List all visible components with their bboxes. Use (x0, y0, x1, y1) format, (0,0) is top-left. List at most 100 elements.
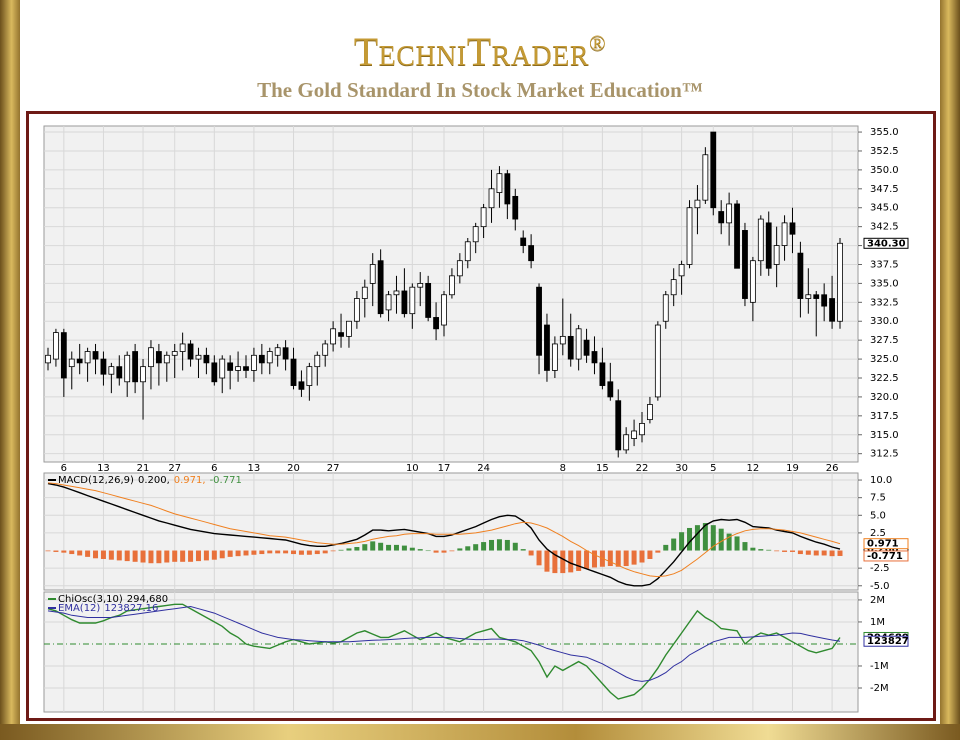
histogram-bar (774, 550, 780, 552)
legend-name: EMA(12) (58, 603, 100, 614)
candle-body (686, 207, 693, 265)
y-tick-label: 352.5 (870, 146, 899, 157)
value-tag-label: 123827 (867, 636, 909, 647)
candle-body (837, 242, 843, 322)
histogram-bar (61, 550, 67, 553)
candle-body (401, 290, 408, 315)
candle-body (662, 294, 669, 322)
brand: TechniTrader® (0, 28, 960, 75)
histogram-bar (782, 550, 788, 552)
candle-body (330, 328, 337, 345)
legend-value: 0.200, (138, 475, 170, 486)
candle-body (251, 354, 257, 371)
histogram-bar (188, 550, 194, 562)
y-tick-label: -2.5 (870, 563, 890, 574)
candle-body (203, 354, 210, 364)
candle-body (409, 286, 416, 315)
candle-body (274, 347, 281, 356)
candle-body (100, 358, 107, 375)
histogram-bar (393, 544, 399, 551)
candle-body (140, 366, 146, 383)
candle-body (377, 260, 384, 315)
candle-body (520, 237, 527, 246)
histogram-bar (124, 550, 130, 562)
value-tag: 0.971 (863, 538, 909, 550)
histogram-bar (195, 550, 201, 562)
candle-body (765, 222, 772, 269)
y-tick-label: 10.0 (870, 475, 892, 486)
histogram-bar (69, 550, 75, 555)
candle-body (433, 317, 439, 330)
legend-value: 0.971, (174, 475, 206, 486)
y-tick-label: -5.0 (870, 581, 890, 592)
histogram-bar (203, 550, 209, 561)
histogram-bar (449, 550, 455, 552)
candle-body (290, 358, 297, 386)
histogram-bar (758, 549, 764, 551)
histogram-bar (829, 550, 835, 557)
histogram-bar (718, 528, 724, 551)
y-tick-label: 330.0 (870, 316, 899, 327)
x-tick-label: 13 (97, 463, 110, 474)
candle-body (353, 298, 360, 322)
candle-body (282, 347, 289, 360)
candle-body (757, 218, 764, 262)
x-tick-label: 17 (438, 463, 451, 474)
candle-body (68, 358, 75, 368)
value-tag-label: -0.771 (867, 551, 903, 562)
candle-body (108, 366, 115, 375)
histogram-bar (314, 550, 320, 555)
y-tick-label: 355.0 (870, 127, 899, 138)
candle-body (235, 366, 241, 371)
candle-body (797, 252, 804, 299)
histogram-bar (283, 550, 289, 554)
y-tick-label: 332.5 (870, 297, 899, 308)
candle-body (654, 324, 661, 398)
candle-body (243, 366, 249, 371)
histogram-bar (370, 541, 376, 551)
histogram-bar (306, 550, 312, 555)
histogram-bar (100, 550, 106, 559)
indicator-line (47, 482, 841, 587)
histogram-bar (481, 542, 487, 551)
histogram-bar (489, 539, 495, 551)
candle-body (742, 230, 748, 299)
histogram-bar (813, 550, 819, 556)
histogram-bar (116, 550, 122, 561)
candle-body (417, 283, 424, 288)
candle-body (829, 298, 835, 322)
histogram-bar (560, 550, 566, 574)
histogram-bar (338, 549, 344, 551)
histogram-bar (805, 550, 811, 555)
histogram-bar (544, 550, 550, 572)
value-tag: 123827 (863, 635, 909, 647)
histogram-bar (457, 548, 463, 551)
histogram-bar (53, 550, 59, 552)
candle-body (781, 222, 788, 246)
histogram-bar (520, 549, 526, 551)
brand-title: TechniTrader (353, 29, 590, 74)
histogram-bar (77, 550, 83, 556)
x-tick-label: 6 (211, 463, 217, 474)
candle-body (53, 332, 59, 360)
legend: EMA(12) 123827.16 (58, 603, 158, 614)
x-tick-label: 24 (477, 463, 490, 474)
x-tick-label: 26 (826, 463, 839, 474)
histogram-bar (227, 550, 233, 557)
candle-body (132, 351, 139, 383)
histogram-bar (504, 539, 510, 551)
candle-body (441, 294, 447, 326)
candle-body (647, 404, 653, 421)
candle-body (591, 351, 598, 364)
candle-body (496, 173, 503, 193)
value-tag: 340.30 (863, 237, 909, 249)
legend-value: 123827.16 (104, 603, 158, 614)
candle-body (623, 434, 630, 451)
x-tick-label: 27 (327, 463, 340, 474)
histogram-bar (259, 550, 265, 555)
y-tick-label: 2M (870, 595, 885, 606)
candle-body (266, 351, 273, 364)
x-tick-label: 8 (560, 463, 566, 474)
candle-body (306, 366, 313, 386)
x-tick-label: 20 (287, 463, 300, 474)
